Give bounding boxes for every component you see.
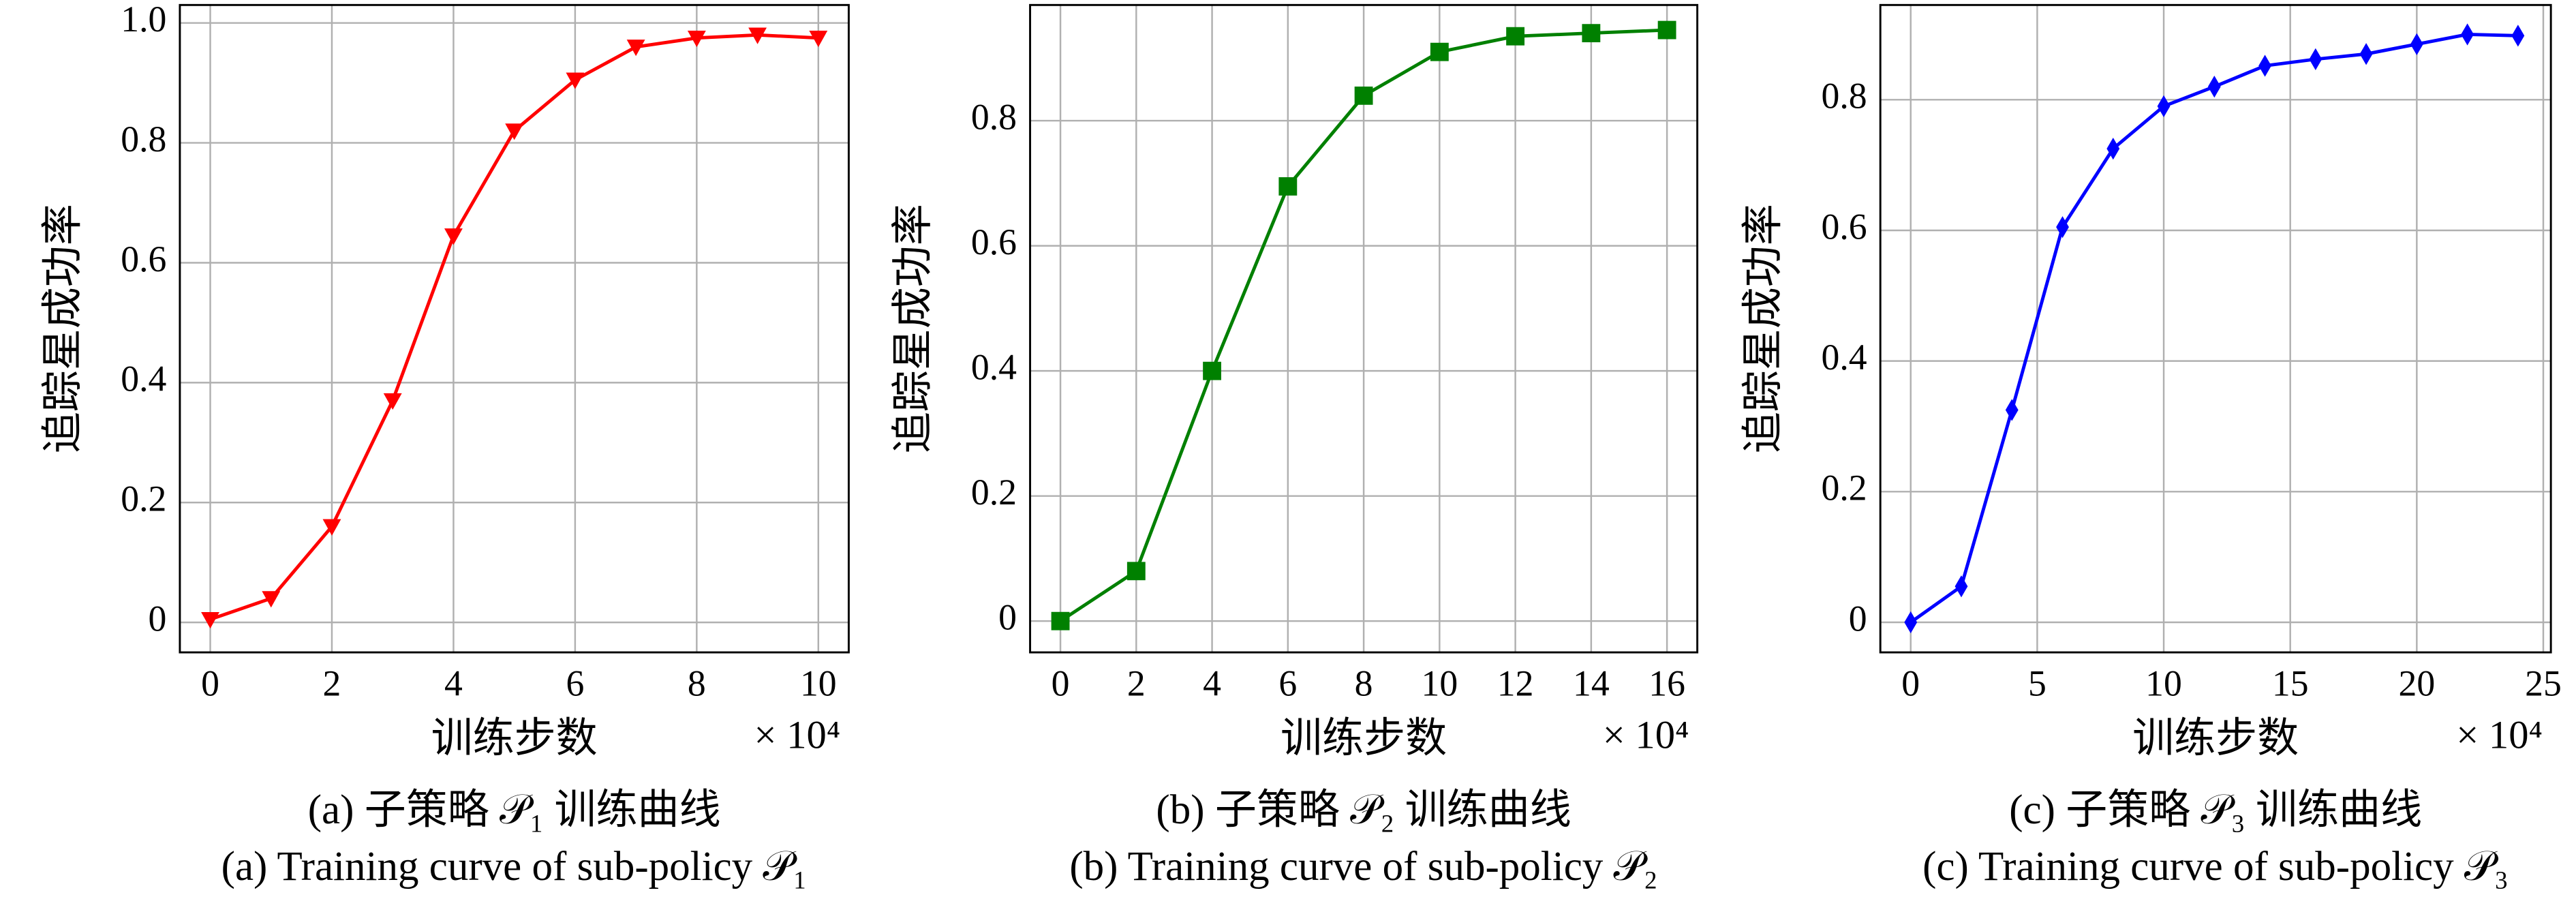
caption-en: (b) Training curve of sub-policy 𝒫₂ (1069, 844, 1657, 890)
data-point (1954, 575, 1968, 598)
x-tick-label: 10 (1421, 663, 1458, 704)
data-point (383, 393, 402, 410)
x-tick-label: 14 (1573, 663, 1610, 704)
data-point (322, 519, 341, 536)
x-tick-label: 8 (1355, 663, 1373, 704)
data-point (2359, 43, 2373, 65)
x-tick-label: 4 (444, 663, 463, 704)
data-point (1126, 562, 1146, 581)
y-axis-label: 追踪星成功率 (1741, 204, 1786, 453)
x-scale-label: × 10⁴ (1603, 713, 1689, 757)
caption-cn: (a) 子策略 𝒫₁ 训练曲线 (308, 787, 721, 833)
data-point (2056, 216, 2069, 239)
x-tick-label: 12 (1497, 663, 1534, 704)
x-tick-label: 25 (2525, 663, 2562, 704)
caption-cn: (c) 子策略 𝒫₃ 训练曲线 (2009, 787, 2422, 833)
y-tick-label: 0 (1849, 598, 1867, 639)
data-point (2511, 25, 2525, 47)
data-point (566, 72, 585, 89)
x-tick-label: 10 (800, 663, 837, 704)
data-point (687, 30, 706, 48)
y-axis-label: 追踪星成功率 (40, 204, 86, 453)
x-scale-label: × 10⁴ (2456, 713, 2543, 757)
data-point (1430, 42, 1449, 61)
x-tick-label: 0 (201, 663, 219, 704)
x-axis-label: 训练步数 (431, 716, 598, 761)
x-tick-label: 2 (1127, 663, 1146, 704)
plot-frame (1029, 3, 1699, 654)
data-point (201, 611, 219, 629)
x-tick-label: 10 (2145, 663, 2182, 704)
data-point (1657, 20, 1676, 40)
x-tick-label: 8 (688, 663, 706, 704)
caption-en: (a) Training curve of sub-policy 𝒫₁ (221, 844, 808, 890)
data-point (2410, 33, 2423, 55)
y-tick-label: 0.8 (1822, 76, 1867, 117)
y-tick-label: 0.8 (971, 96, 1017, 137)
y-tick-label: 0.2 (1822, 468, 1867, 508)
series-line (1910, 33, 2518, 624)
y-tick-label: 0.4 (121, 359, 166, 399)
data-point (2106, 138, 2120, 160)
caption-en: (c) Training curve of sub-policy 𝒫₃ (1922, 844, 2509, 890)
x-axis-label: 训练步数 (1281, 716, 1447, 761)
y-tick-label: 0 (998, 597, 1017, 638)
x-tick-label: 4 (1203, 663, 1221, 704)
data-point (1506, 27, 1525, 46)
data-point (1278, 177, 1298, 196)
data-point (444, 228, 463, 245)
x-tick-label: 6 (1278, 663, 1297, 704)
data-point (2207, 76, 2221, 98)
y-tick-label: 0.8 (121, 119, 166, 159)
x-axis-label: 训练步数 (2132, 716, 2299, 761)
data-point (2157, 95, 2171, 117)
x-tick-label: 15 (2272, 663, 2309, 704)
data-point (505, 123, 524, 140)
data-point (1354, 86, 1373, 105)
x-tick-label: 20 (2399, 663, 2436, 704)
data-point (748, 27, 767, 44)
x-tick-label: 5 (2028, 663, 2046, 704)
x-tick-label: 0 (1052, 663, 1070, 704)
y-axis-label: 追踪星成功率 (891, 204, 936, 453)
x-tick-label: 0 (1901, 663, 1920, 704)
data-point (626, 40, 645, 57)
data-point (2258, 55, 2271, 77)
y-tick-label: 0.2 (121, 478, 166, 519)
plot-frame (179, 3, 850, 654)
data-point (1582, 24, 1601, 43)
data-point (262, 591, 281, 608)
plot-frame (1879, 3, 2552, 654)
data-point (1051, 611, 1070, 630)
data-point (2309, 48, 2322, 70)
data-point (2461, 23, 2474, 46)
x-scale-label: × 10⁴ (754, 713, 841, 757)
y-tick-label: 0.6 (971, 222, 1017, 262)
y-tick-label: 0.4 (1822, 337, 1867, 378)
data-point (1904, 611, 1918, 634)
y-tick-label: 1.0 (121, 0, 166, 40)
y-tick-label: 0.4 (971, 346, 1017, 387)
data-point (809, 30, 828, 48)
y-tick-label: 0.6 (121, 239, 166, 279)
y-tick-label: 0 (149, 598, 167, 639)
x-tick-label: 6 (566, 663, 584, 704)
data-point (1203, 361, 1222, 380)
x-tick-label: 16 (1649, 663, 1685, 704)
caption-cn: (b) 子策略 𝒫₂ 训练曲线 (1156, 787, 1571, 833)
y-tick-label: 0.2 (971, 472, 1017, 513)
data-point (2005, 399, 2019, 421)
series-line (209, 33, 818, 622)
x-tick-label: 2 (323, 663, 341, 704)
y-tick-label: 0.6 (1822, 206, 1867, 247)
